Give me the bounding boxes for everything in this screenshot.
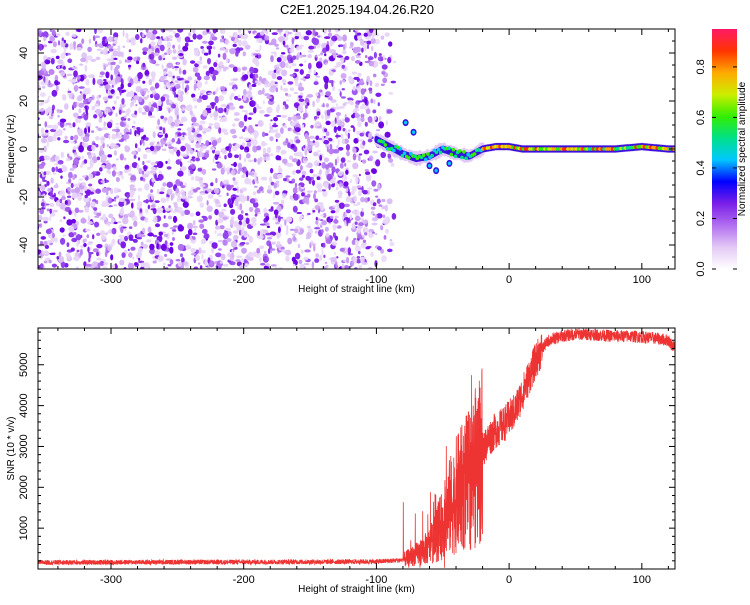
spectrogram-xtick-label: 100 xyxy=(633,274,651,286)
snr-xlabel: Height of straight line (km) xyxy=(298,584,415,595)
spectrogram-ylabel: Frequency (Hz) xyxy=(6,115,17,184)
spectrogram-xtick-label: 0 xyxy=(506,274,512,286)
snr-xtick-label: -200 xyxy=(233,574,255,586)
colorbar-label: Normalized spectral amplitude xyxy=(737,81,748,216)
snr-xtick-label: 100 xyxy=(633,574,651,586)
colorbar-tick-label: 0.6 xyxy=(695,110,707,125)
spectrogram-ytick-label: 40 xyxy=(18,47,30,59)
snr-ytick-label: 4000 xyxy=(18,393,30,417)
spectrogram-noise-speckle xyxy=(32,26,396,272)
snr-line xyxy=(38,328,675,568)
colorbar-tick-label: 0.8 xyxy=(695,59,707,74)
colorbar-tick-label: 0.2 xyxy=(695,211,707,226)
colorbar-tick-label: 0.0 xyxy=(695,261,707,276)
snr-xtick-label: -300 xyxy=(100,574,122,586)
spectrogram-xtick-label: -200 xyxy=(233,274,255,286)
spectrogram-plot-area xyxy=(32,26,677,272)
spectrogram-ytick-label: -20 xyxy=(18,189,30,205)
spectrogram-signal-track xyxy=(374,119,677,174)
snr-xtick-label: 0 xyxy=(506,574,512,586)
snr-plot-area xyxy=(38,328,675,568)
spectrogram-ytick-label: -40 xyxy=(18,237,30,253)
snr-frame xyxy=(38,328,675,569)
colorbar xyxy=(712,29,737,269)
chart-title: C2E1.2025.194.04.26.R20 xyxy=(280,2,434,17)
spectrogram-xlabel: Height of straight line (km) xyxy=(298,284,415,295)
snr-ytick-label: 1000 xyxy=(18,516,30,540)
snr-ytick-label: 3000 xyxy=(18,434,30,458)
colorbar-tick-label: 0.4 xyxy=(695,160,707,175)
snr-ytick-label: 2000 xyxy=(18,475,30,499)
snr-ytick-label: 5000 xyxy=(18,353,30,377)
spectrogram-ytick-label: 20 xyxy=(18,95,30,107)
spectrogram-xtick-label: -300 xyxy=(100,274,122,286)
snr-ylabel: SNR (10 * v/v) xyxy=(6,417,17,481)
spectrogram-ytick-label: 0 xyxy=(18,146,30,152)
